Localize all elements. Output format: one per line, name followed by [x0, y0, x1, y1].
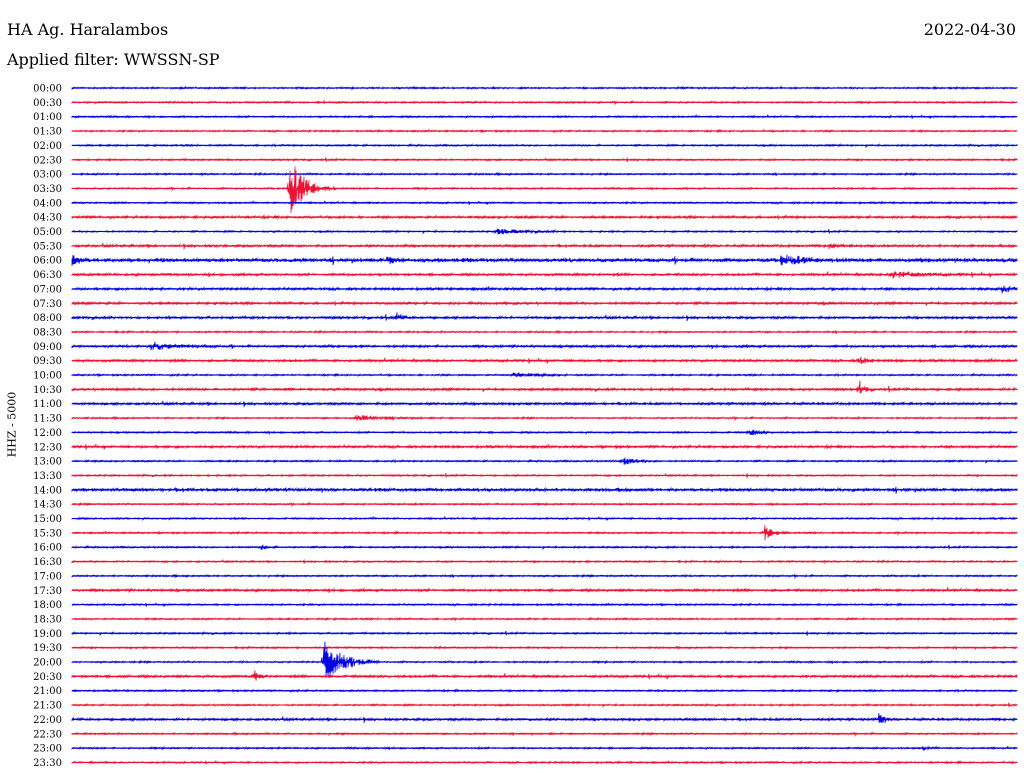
trace-label: 18:00 — [33, 600, 62, 611]
seismic-trace — [71, 670, 1018, 681]
trace-label: 10:30 — [33, 385, 62, 396]
trace-label: 07:30 — [33, 299, 62, 310]
filter-label: Applied filter: WWSSN-SP — [7, 50, 220, 69]
trace-label: 03:00 — [33, 170, 62, 181]
trace-label: 01:30 — [33, 127, 62, 138]
seismic-trace — [71, 380, 1018, 394]
trace-label: 12:00 — [33, 428, 62, 439]
trace-label: 20:00 — [33, 658, 62, 669]
trace-label: 10:00 — [33, 371, 62, 382]
trace-label: 18:30 — [33, 614, 62, 625]
trace-label: 17:00 — [33, 571, 62, 582]
trace-label: 23:00 — [33, 744, 62, 755]
trace-label: 22:30 — [33, 729, 62, 740]
trace-label: 11:30 — [33, 414, 62, 425]
date-label: 2022-04-30 — [923, 20, 1016, 39]
trace-label: 07:00 — [33, 284, 62, 295]
trace-label: 11:00 — [33, 399, 62, 410]
trace-label: 09:30 — [33, 356, 62, 367]
trace-label: 08:30 — [33, 327, 62, 338]
trace-label: 03:30 — [33, 184, 62, 195]
trace-label: 14:00 — [33, 485, 62, 496]
trace-label: 05:00 — [33, 227, 62, 238]
seismic-trace — [71, 713, 1018, 724]
trace-label: 09:00 — [33, 342, 62, 353]
seismic-trace — [71, 285, 1018, 294]
trace-label: 22:00 — [33, 715, 62, 726]
trace-label: 12:30 — [33, 442, 62, 453]
trace-label: 21:00 — [33, 686, 62, 697]
trace-label: 16:00 — [33, 543, 62, 554]
trace-label: 08:00 — [33, 313, 62, 324]
trace-label: 15:30 — [33, 528, 62, 539]
trace-label: 14:30 — [33, 500, 62, 511]
trace-label: 13:00 — [33, 457, 62, 468]
trace-label: 20:30 — [33, 672, 62, 683]
trace-label: 01:00 — [33, 112, 62, 123]
trace-label: 00:00 — [33, 84, 62, 95]
trace-label: 06:30 — [33, 270, 62, 281]
trace-label: 16:30 — [33, 557, 62, 568]
trace-label: 21:30 — [33, 701, 62, 712]
trace-label: 15:00 — [33, 514, 62, 525]
trace-label: 19:00 — [33, 629, 62, 640]
trace-label: 04:00 — [33, 198, 62, 209]
trace-label: 13:30 — [33, 471, 62, 482]
trace-label: 02:30 — [33, 155, 62, 166]
station-title: HA Ag. Haralambos — [7, 20, 169, 39]
trace-label: 05:30 — [33, 241, 62, 252]
seismic-trace — [71, 312, 1018, 322]
trace-label: 04:30 — [33, 213, 62, 224]
trace-label: 19:30 — [33, 643, 62, 654]
trace-label: 23:30 — [33, 758, 62, 769]
trace-label: 02:00 — [33, 141, 62, 152]
trace-label: 06:00 — [33, 256, 62, 267]
trace-label: 17:30 — [33, 586, 62, 597]
trace-label: 00:30 — [33, 98, 62, 109]
